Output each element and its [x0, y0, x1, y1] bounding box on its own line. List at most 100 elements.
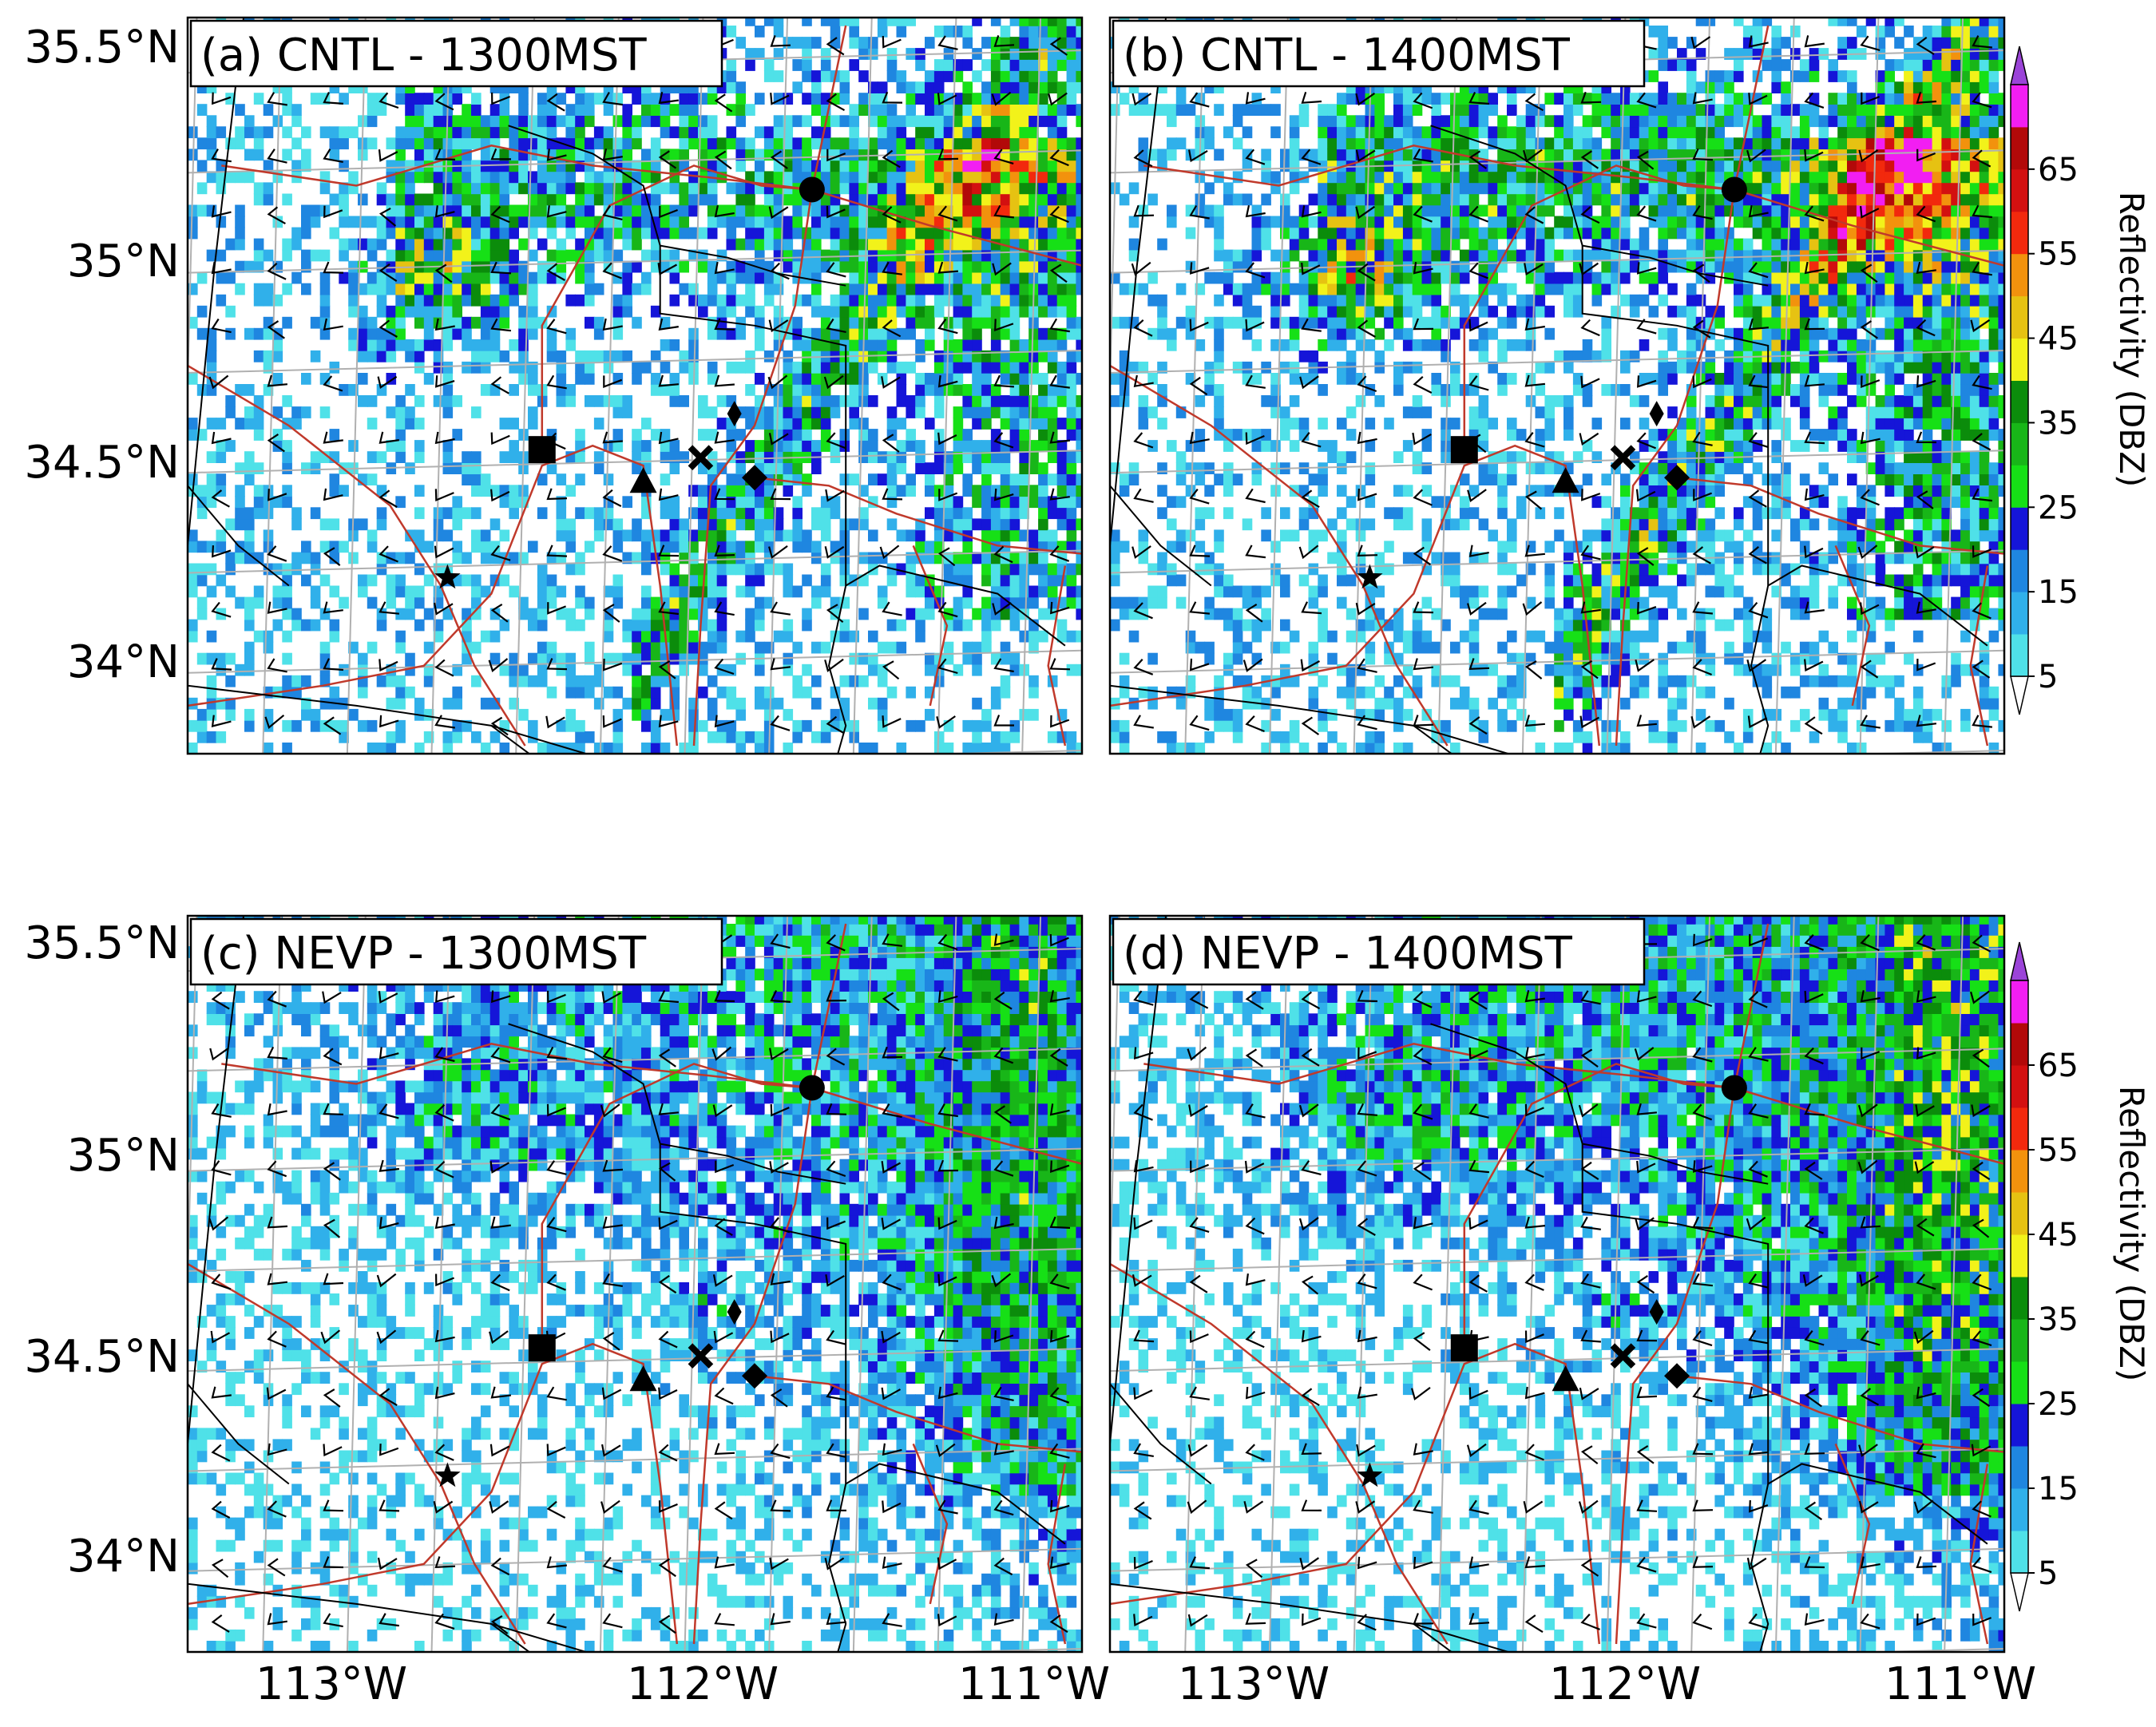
- reflectivity-cell: [253, 249, 264, 262]
- reflectivity-cell: [650, 719, 661, 732]
- reflectivity-cell: [301, 227, 311, 240]
- reflectivity-cell: [414, 316, 425, 329]
- reflectivity-cell: [1204, 373, 1215, 385]
- reflectivity-cell: [1028, 641, 1039, 654]
- reflectivity-cell: [1056, 37, 1068, 49]
- reflectivity-cell: [206, 137, 217, 150]
- reflectivity-cell: [811, 216, 822, 228]
- reflectivity-cell: [585, 373, 595, 385]
- reflectivity-cell: [518, 361, 529, 374]
- reflectivity-cell: [329, 518, 340, 531]
- reflectivity-cell: [849, 305, 859, 318]
- reflectivity-cell: [206, 149, 217, 161]
- reflectivity-cell: [925, 171, 935, 184]
- reflectivity-cell: [707, 641, 718, 654]
- reflectivity-cell: [962, 406, 973, 418]
- reflectivity-cell: [1327, 204, 1338, 217]
- reflectivity-cell: [688, 126, 699, 139]
- reflectivity-cell: [839, 440, 850, 452]
- reflectivity-cell: [1038, 485, 1048, 497]
- reflectivity-cell: [329, 429, 340, 441]
- reflectivity-cell: [1009, 81, 1021, 93]
- reflectivity-cell: [282, 283, 292, 295]
- reflectivity-cell: [1402, 104, 1413, 116]
- reflectivity-cell: [1374, 93, 1385, 105]
- reflectivity-cell: [546, 160, 557, 172]
- reflectivity-cell: [849, 149, 859, 161]
- reflectivity-cell: [877, 719, 888, 732]
- reflectivity-cell: [877, 675, 888, 687]
- wind-barb: [826, 93, 846, 112]
- reflectivity-cell: [546, 339, 557, 351]
- reflectivity-cell: [509, 675, 519, 687]
- reflectivity-cell: [726, 227, 737, 240]
- reflectivity-cell: [1412, 271, 1423, 284]
- reflectivity-cell: [868, 451, 878, 463]
- reflectivity-cell: [1318, 182, 1328, 195]
- reflectivity-cell: [707, 485, 718, 497]
- reflectivity-cell: [471, 473, 482, 485]
- reflectivity-cell: [726, 59, 737, 71]
- reflectivity-cell: [546, 462, 557, 474]
- reflectivity-cell: [763, 686, 775, 699]
- reflectivity-cell: [1195, 339, 1206, 351]
- reflectivity-cell: [755, 518, 765, 531]
- reflectivity-cell: [1066, 316, 1077, 329]
- reflectivity-cell: [244, 529, 255, 542]
- reflectivity-cell: [1195, 204, 1206, 217]
- reflectivity-cell: [462, 294, 472, 307]
- reflectivity-cell: [1119, 743, 1130, 754]
- reflectivity-cell: [660, 552, 671, 564]
- wind-barb: [211, 715, 232, 727]
- reflectivity-cell: [650, 104, 661, 116]
- reflectivity-cell: [755, 641, 765, 654]
- reflectivity-cell: [858, 182, 869, 195]
- reflectivity-cell: [528, 294, 538, 307]
- reflectivity-cell: [253, 350, 264, 362]
- reflectivity-cell: [489, 238, 501, 251]
- reflectivity-cell: [575, 137, 585, 150]
- reflectivity-cell: [1056, 283, 1068, 295]
- reflectivity-cell: [925, 541, 935, 553]
- reflectivity-cell: [858, 373, 869, 385]
- reflectivity-cell: [1289, 126, 1300, 139]
- reflectivity-cell: [1468, 316, 1480, 329]
- reflectivity-cell: [943, 59, 954, 71]
- reflectivity-cell: [953, 462, 964, 474]
- reflectivity-cell: [1421, 406, 1433, 418]
- reflectivity-cell: [1147, 294, 1158, 307]
- reflectivity-cell: [348, 171, 359, 184]
- reflectivity-cell: [1459, 137, 1470, 150]
- reflectivity-cell: [395, 418, 406, 430]
- reflectivity-cell: [981, 596, 992, 609]
- wind-barb: [211, 431, 232, 445]
- reflectivity-cell: [811, 462, 822, 474]
- reflectivity-cell: [1374, 327, 1385, 340]
- reflectivity-cell: [773, 115, 784, 128]
- reflectivity-cell: [423, 171, 434, 184]
- reflectivity-cell: [528, 227, 538, 240]
- reflectivity-cell: [858, 574, 869, 587]
- reflectivity-cell: [906, 238, 916, 251]
- reflectivity-cell: [452, 271, 462, 284]
- reflectivity-cell: [925, 227, 935, 240]
- reflectivity-cell: [1298, 574, 1310, 587]
- reflectivity-cell: [1223, 719, 1234, 732]
- reflectivity-cell: [1038, 429, 1048, 441]
- reflectivity-cell: [442, 462, 454, 474]
- border-line: [188, 485, 290, 587]
- reflectivity-cell: [915, 182, 925, 195]
- reflectivity-cell: [480, 260, 491, 273]
- reflectivity-cell: [1393, 708, 1404, 721]
- reflectivity-cell: [1270, 283, 1281, 295]
- reflectivity-cell: [1421, 630, 1433, 643]
- reflectivity-cell: [622, 663, 632, 676]
- reflectivity-cell: [235, 238, 245, 251]
- reflectivity-cell: [1019, 429, 1029, 441]
- reflectivity-cell: [773, 193, 784, 206]
- reflectivity-cell: [783, 440, 794, 452]
- reflectivity-cell: [688, 541, 699, 553]
- reflectivity-cell: [972, 652, 982, 665]
- reflectivity-cell: [688, 182, 699, 195]
- reflectivity-cell: [565, 541, 576, 553]
